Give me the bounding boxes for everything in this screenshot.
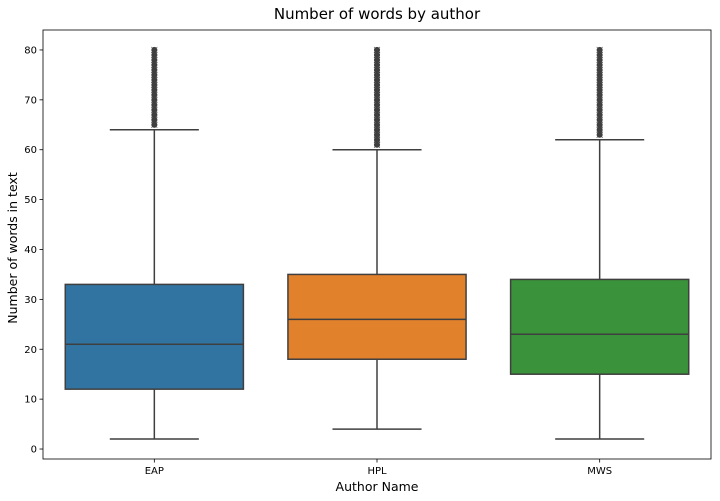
chart-title: Number of words by author [274, 5, 481, 23]
y-tick-label: 0 [31, 445, 37, 456]
iqr-box [64, 283, 245, 390]
y-axis: 0 10 20 30 40 50 60 70 80 [24, 45, 43, 456]
outlier-point [151, 46, 158, 54]
y-tick-label: 50 [24, 195, 37, 206]
plot-frame [42, 29, 712, 460]
y-axis-label: Number of words in text [5, 172, 20, 324]
iqr-box [509, 278, 690, 375]
y-tick-label: 10 [24, 395, 37, 406]
x-tick-label: EAP [145, 466, 164, 477]
x-tick-label: HPL [367, 466, 387, 477]
outlier-point [373, 46, 381, 54]
y-tick-label: 30 [24, 295, 37, 306]
y-tick-label: 20 [24, 345, 37, 356]
x-tick-label: MWS [587, 466, 612, 477]
x-axis-label: Author Name [336, 479, 419, 494]
iqr-box [287, 273, 467, 360]
outlier-point [596, 46, 603, 54]
y-tick-label: 80 [24, 45, 37, 56]
y-tick-label: 60 [24, 145, 37, 156]
x-axis: EAP HPL MWS [145, 459, 612, 477]
box-eap [64, 46, 245, 440]
box-hpl [287, 46, 467, 430]
y-tick-label: 70 [24, 95, 37, 106]
box-mws [509, 46, 690, 440]
y-tick-label: 40 [24, 245, 37, 256]
plot-area [64, 46, 690, 440]
